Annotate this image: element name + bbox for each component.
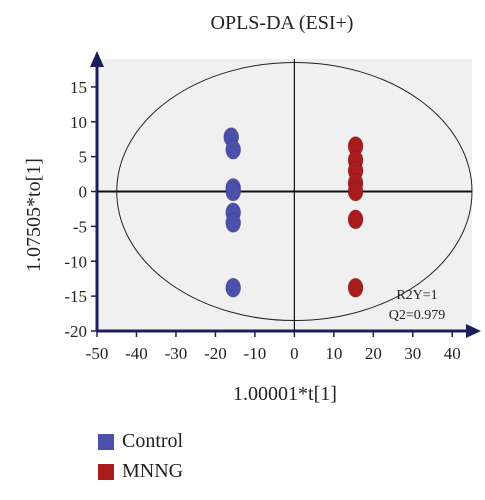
data-point — [225, 277, 242, 298]
x-tick-label: -20 — [204, 344, 227, 363]
data-points — [223, 127, 364, 298]
data-point — [225, 181, 242, 202]
y-axis-label: 1.07505*to[1] — [23, 158, 45, 272]
y-tick-label: 5 — [79, 148, 88, 167]
y-tick-label: -20 — [64, 322, 87, 341]
series-control — [223, 127, 242, 298]
data-point — [225, 212, 242, 233]
y-axis-arrow — [90, 51, 104, 67]
x-tick-label: 10 — [325, 344, 342, 363]
y-tick-label: 15 — [70, 78, 87, 97]
plot-background — [97, 59, 472, 331]
legend-label-control: Control — [122, 430, 184, 452]
x-tick-label: 0 — [290, 344, 299, 363]
chart-title: OPLS-DA (ESI+) — [211, 12, 354, 34]
x-tick-label: -10 — [244, 344, 267, 363]
axes — [90, 51, 481, 338]
control-swatch — [98, 433, 114, 450]
x-tick-label: 40 — [444, 344, 461, 363]
legend-label-mnng: MNNG — [122, 460, 184, 482]
y-tick-label: 0 — [79, 183, 88, 202]
y-tick-label: 10 — [70, 113, 87, 132]
x-tick-label: -40 — [125, 344, 148, 363]
data-point — [225, 139, 242, 160]
x-axis-label: 1.00001*t[1] — [233, 383, 337, 405]
y-tick-label: -15 — [64, 287, 87, 306]
data-point — [347, 277, 364, 298]
r2y-annotation: R2Y=1 — [396, 288, 437, 303]
y-tick-label: -10 — [64, 252, 87, 271]
mnng-swatch — [98, 463, 114, 480]
x-tick-label: 20 — [365, 344, 382, 363]
x-tick-label: -30 — [165, 344, 188, 363]
legend-item-mnng: MNNG — [98, 460, 183, 483]
data-point — [347, 209, 364, 230]
q2-annotation: Q2=0.979 — [389, 308, 446, 323]
x-tick-label: 30 — [404, 344, 421, 363]
series-mnng — [347, 136, 364, 298]
x-axis-arrow — [466, 324, 481, 338]
y-tick-label: -5 — [73, 217, 87, 236]
data-point — [347, 181, 364, 202]
x-tick-label: -50 — [86, 344, 109, 363]
legend-item-control: Control — [98, 430, 183, 453]
